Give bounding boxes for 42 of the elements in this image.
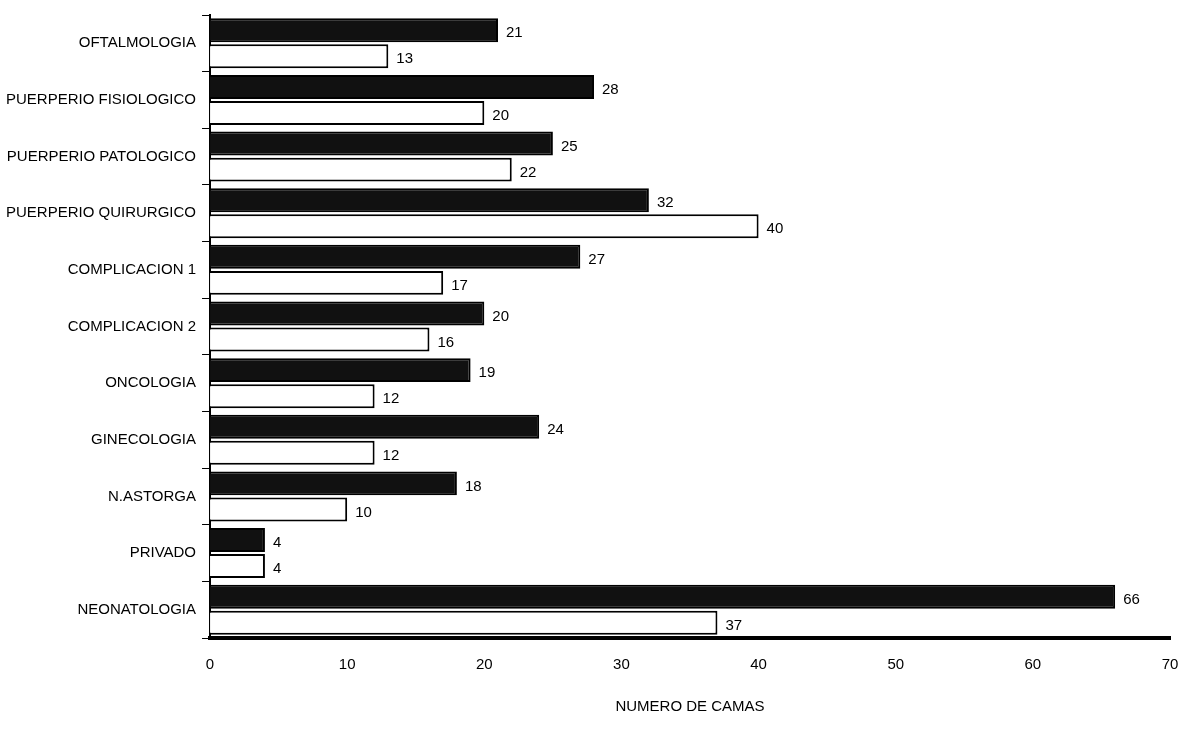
data-label: 19: [478, 363, 496, 381]
y-tick-label: COMPLICACION 1: [67, 260, 197, 277]
data-label: 16: [437, 332, 455, 350]
x-tick-label: 0: [205, 655, 215, 673]
x-tick-label: 10: [338, 655, 356, 673]
x-tick-label: 70: [1161, 655, 1179, 673]
data-label: 10: [355, 502, 372, 520]
y-tick-label: PUERPERIO QUIRURGICO: [6, 203, 197, 221]
data-label: 22: [519, 162, 537, 180]
y-tick-label: PUERPERIO FISIOLOGICO: [5, 90, 197, 108]
y-tick-label: COMPLICACION 2: [67, 316, 197, 334]
data-label: 4: [272, 559, 282, 577]
data-label: 18: [464, 476, 482, 494]
y-tick-label: N.ASTORGA: [107, 486, 197, 504]
data-label: 37: [725, 615, 743, 633]
data-label: 40: [766, 219, 784, 237]
data-label: 20: [492, 106, 509, 124]
data-label: 4: [272, 533, 282, 551]
y-tick-label: ONCOLOGIA: [105, 373, 197, 391]
x-tick-label: 60: [1024, 655, 1042, 673]
data-label: 12: [382, 389, 400, 407]
data-label: 13: [396, 49, 413, 67]
y-tick-label: NEONATOLOGIA: [77, 599, 197, 617]
data-label: 24: [547, 419, 564, 437]
y-tick-label: OFTALMOLOGIA: [78, 33, 197, 51]
x-tick-label: 20: [475, 655, 493, 673]
data-label: 17: [451, 276, 468, 294]
data-label: 28: [602, 80, 619, 98]
data-label: 32: [656, 193, 674, 211]
y-tick-label: GINECOLOGIA: [91, 429, 197, 447]
data-label: 21: [506, 23, 523, 41]
x-tick-label: 50: [887, 655, 905, 673]
x-tick-label: 40: [750, 655, 767, 673]
y-tick-label: PRIVADO: [129, 543, 197, 561]
data-label: 12: [382, 445, 400, 463]
y-tick-label: PUERPERIO PATOLOGICO: [6, 146, 197, 164]
data-label: 25: [560, 136, 578, 154]
data-label: 27: [588, 249, 605, 267]
data-label: 66: [1123, 589, 1140, 607]
x-axis-title: NUMERO DE CAMAS: [615, 697, 765, 715]
data-label: 20: [492, 306, 509, 324]
x-tick-label: 30: [613, 655, 630, 673]
